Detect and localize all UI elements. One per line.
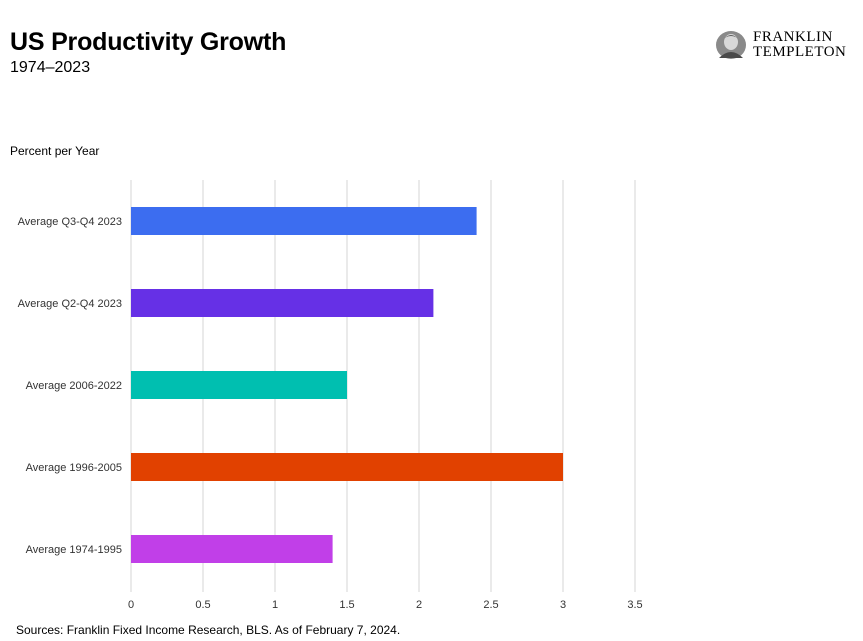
category-labels: Average Q3-Q4 2023 Average Q2-Q4 2023 Aver… (18, 216, 122, 556)
bar (131, 453, 563, 481)
franklin-templeton-logo: FRANKLIN TEMPLETON (714, 30, 854, 62)
bars (131, 207, 563, 563)
units-label: Percent per Year (10, 144, 100, 158)
x-tick-label: 3 (560, 599, 566, 611)
x-tick-label: 1.5 (339, 599, 354, 611)
category-label: Average 1996-2005 (26, 462, 122, 474)
logo-wordmark: FRANKLIN TEMPLETON (753, 30, 846, 60)
bar (131, 289, 434, 317)
chart-subtitle: 1974–2023 (10, 59, 91, 76)
source-note: Sources: Franklin Fixed Income Research,… (16, 623, 401, 637)
gridlines (130, 180, 636, 592)
portrait-icon (716, 31, 746, 59)
logo-line-2: TEMPLETON (753, 44, 847, 60)
x-tick-label: 2 (416, 599, 422, 611)
x-tick-label: 3.5 (627, 599, 642, 611)
bar (131, 371, 347, 399)
bar (131, 535, 333, 563)
category-label: Average 2006-2022 (26, 380, 122, 392)
logo-line-1: FRANKLIN (753, 29, 833, 45)
category-label: Average Q3-Q4 2023 (18, 216, 122, 228)
chart-title: US Productivity Growth (10, 28, 287, 56)
category-label: Average Q2-Q4 2023 (18, 298, 122, 310)
x-tick-labels: 0 0.5 1 1.5 2 2.5 3 3.5 (128, 599, 643, 611)
x-tick-label: 2.5 (483, 599, 498, 611)
x-tick-label: 1 (272, 599, 278, 611)
x-tick-label: 0.5 (195, 599, 210, 611)
bar (131, 207, 477, 235)
x-tick-label: 0 (128, 599, 134, 611)
category-label: Average 1974-1995 (26, 544, 122, 556)
